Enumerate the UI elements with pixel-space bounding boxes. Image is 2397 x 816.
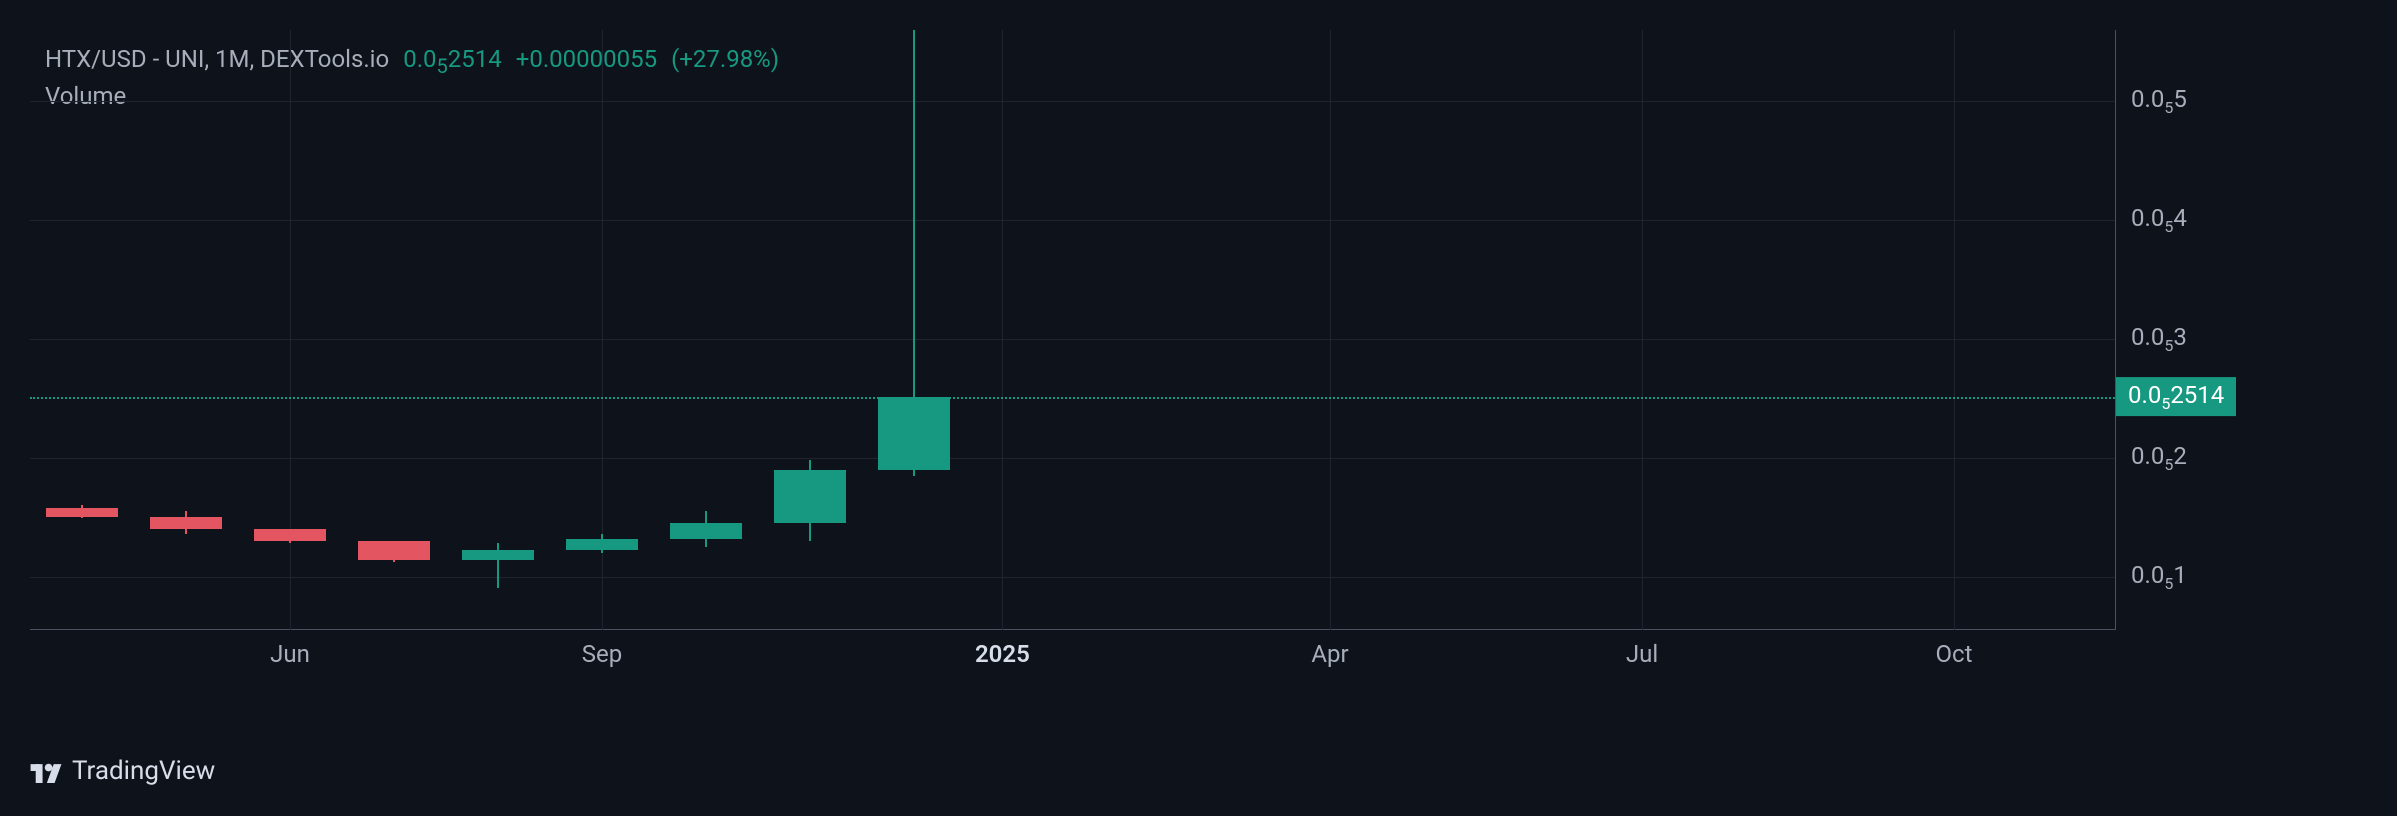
y-tick-label: 0.052 — [2131, 442, 2187, 474]
gridline-h — [30, 220, 2115, 221]
gridline-h — [30, 101, 2115, 102]
x-tick-label: Oct — [1936, 640, 1973, 668]
x-tick-label: Sep — [582, 640, 622, 668]
gridline-v — [1642, 30, 1643, 630]
last-price-value: 0.052514 — [403, 45, 502, 73]
y-tick-label: 0.054 — [2131, 204, 2187, 236]
candle-body — [566, 539, 638, 551]
candle-body — [150, 517, 222, 529]
chart-container: HTX/USD - UNI, 1M, DEXTools.io 0.052514 … — [30, 30, 2367, 716]
last-price: 0.052514 — [403, 45, 502, 78]
x-tick-label: Jun — [270, 640, 310, 668]
candle-body — [774, 470, 846, 523]
change-abs: +0.00000055 — [516, 45, 657, 73]
gridline-h — [30, 458, 2115, 459]
current-price-badge-value: 0.052514 — [2128, 381, 2224, 409]
candle-body — [46, 508, 118, 518]
tradingview-brand[interactable]: TradingView — [30, 756, 215, 786]
x-tick-label: Jul — [1626, 640, 1658, 668]
gridline-h — [30, 577, 2115, 578]
y-tick-label: 0.055 — [2131, 85, 2187, 117]
price-axis[interactable]: 0.051 0.052 0.053 0.054 0.055 0.052514 — [2115, 30, 2265, 630]
candle-body — [254, 529, 326, 541]
symbol-label: HTX/USD - UNI, 1M, DEXTools.io — [45, 45, 389, 73]
tradingview-logo-icon — [30, 759, 62, 783]
y-tick-label: 0.053 — [2131, 323, 2187, 355]
x-tick-label: Apr — [1311, 640, 1348, 668]
current-price-badge: 0.052514 — [2116, 377, 2236, 417]
candle-body — [358, 541, 430, 560]
gridline-h — [30, 339, 2115, 340]
candle-body — [462, 550, 534, 560]
tradingview-brand-text: TradingView — [72, 756, 215, 786]
candle-body — [670, 523, 742, 538]
current-price-line — [30, 397, 2115, 399]
gridline-v — [1330, 30, 1331, 630]
gridline-v — [1002, 30, 1003, 630]
y-tick-label: 0.051 — [2131, 561, 2187, 593]
x-tick-label: 2025 — [975, 640, 1030, 668]
plot-area[interactable]: HTX/USD - UNI, 1M, DEXTools.io 0.052514 … — [30, 30, 2115, 630]
gridline-v — [1954, 30, 1955, 630]
change-pct: (+27.98%) — [671, 45, 779, 73]
chart-header: HTX/USD - UNI, 1M, DEXTools.io 0.052514 … — [45, 45, 779, 78]
candle-body — [878, 397, 950, 470]
volume-label: Volume — [45, 82, 126, 110]
